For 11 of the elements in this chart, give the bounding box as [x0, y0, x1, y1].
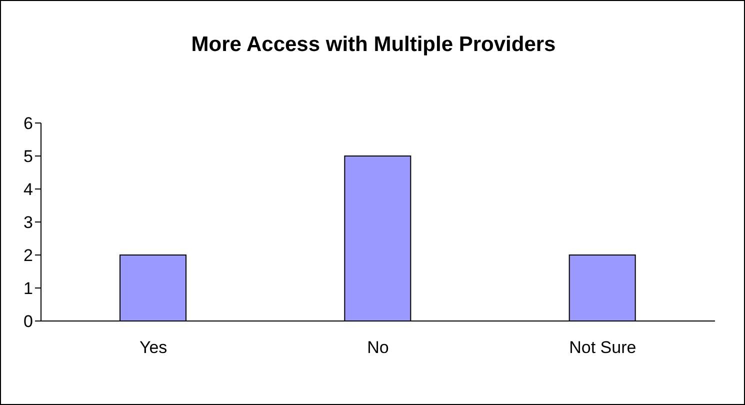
x-tick-label: Not Sure	[569, 338, 636, 358]
y-tick-label: 6	[24, 114, 33, 134]
y-tick-label: 5	[24, 147, 33, 166]
y-tick-label: 3	[24, 213, 33, 232]
y-tick-label: 4	[24, 180, 33, 200]
x-tick-label: Yes	[139, 338, 168, 358]
y-tick-label: 2	[24, 246, 33, 266]
chart-title: More Access with Multiple Providers	[190, 33, 557, 57]
y-tick-label: 1	[24, 279, 33, 298]
y-tick-label: 0	[24, 312, 33, 332]
x-tick-label: No	[367, 338, 389, 358]
